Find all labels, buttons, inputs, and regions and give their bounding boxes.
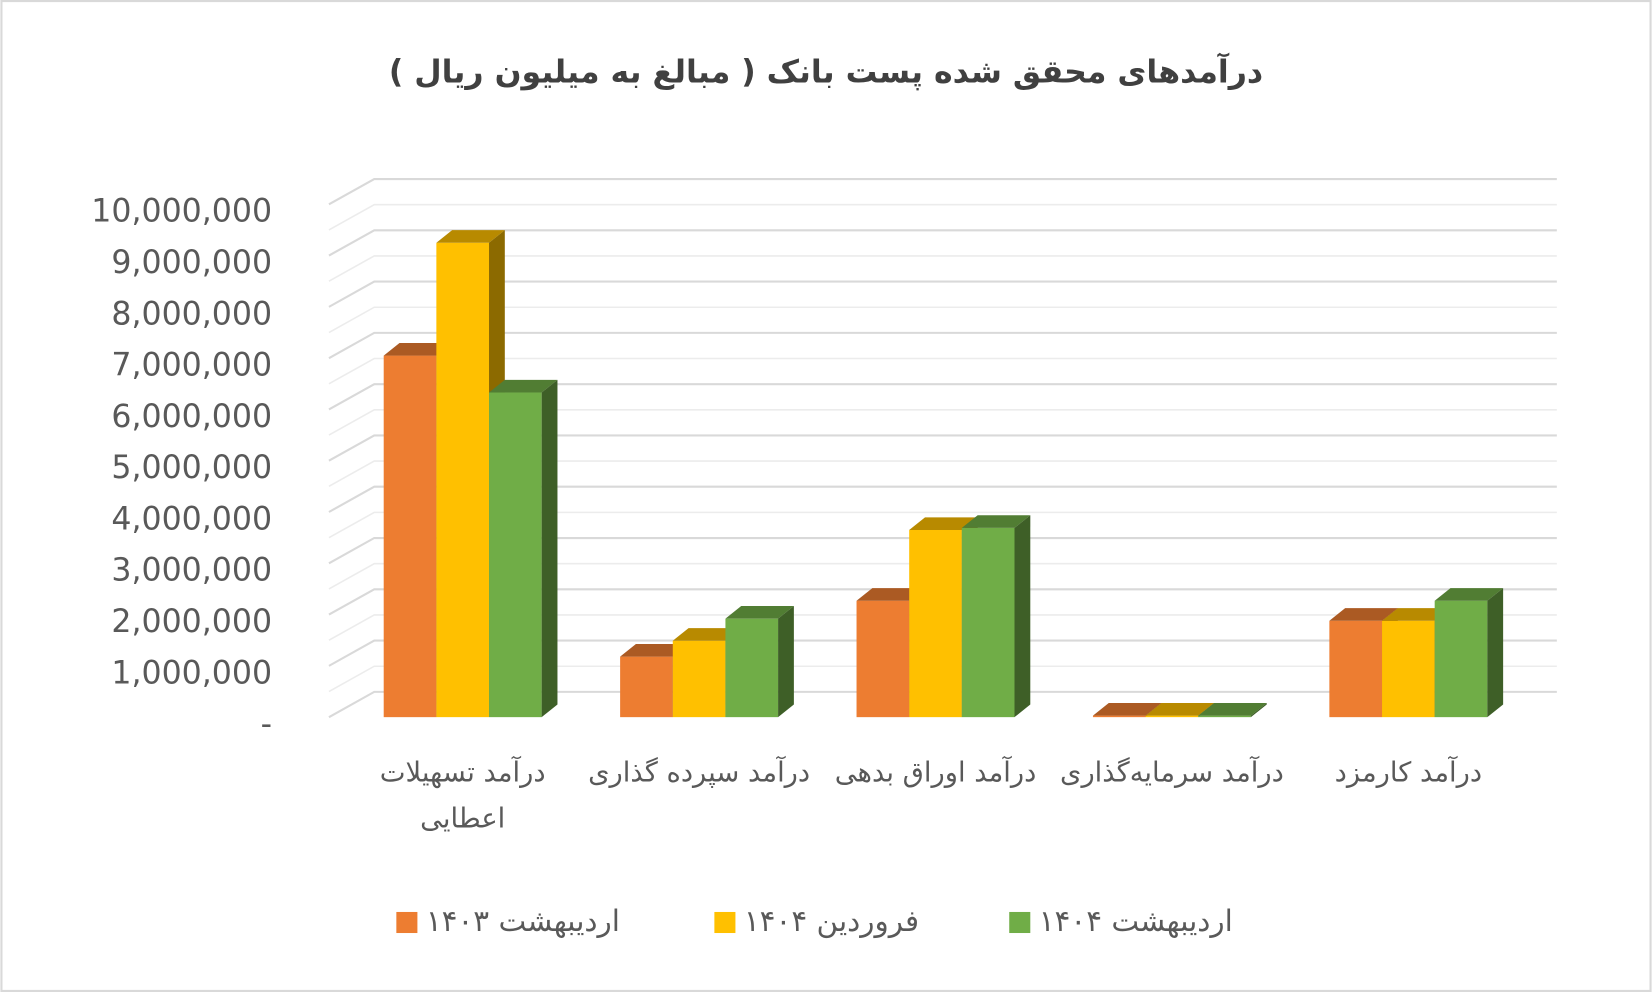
bar-front [436, 242, 490, 718]
grid-line [328, 639, 1557, 667]
bar-front [620, 656, 673, 718]
bar [1198, 702, 1267, 718]
legend-swatch [714, 911, 736, 934]
bar-front [1434, 600, 1488, 718]
grid-line [328, 331, 1557, 360]
y-tick-label: 8,000,000 [111, 296, 272, 332]
bar-top [856, 588, 925, 601]
y-tick-label: 7,000,000 [111, 348, 272, 384]
grid-line [328, 229, 1557, 257]
y-tick-label: 2,000,000 [111, 604, 272, 640]
bar [961, 515, 1031, 718]
bar-front [856, 600, 910, 718]
bar-front [1092, 715, 1146, 718]
grid-line [328, 177, 1557, 206]
bar-front [1145, 715, 1199, 718]
chart-title: درآمدهای محقق شده پست بانک ( مبالغ به می… [389, 52, 1263, 91]
bar-side [1250, 702, 1267, 718]
legend-swatch [396, 911, 418, 934]
grid-line [328, 383, 1557, 411]
bar-side [778, 606, 794, 718]
minor-grid-line [328, 562, 1557, 590]
bar-top [1382, 608, 1451, 621]
x-tick-label-box: درآمد اوراق بدهی [834, 757, 1037, 789]
bar-front [383, 355, 437, 718]
bar-top [1092, 702, 1162, 716]
x-tick-label: درآمد کارمزد [1334, 757, 1483, 789]
x-tick-label-box: درآمد کارمزد [1334, 757, 1483, 789]
minor-grid-line [328, 511, 1557, 539]
bar-side [1487, 588, 1504, 718]
legend-label: اردیبهشت ۱۴۰۴ [1039, 904, 1233, 938]
bar-top [1329, 608, 1398, 621]
bar-top [620, 643, 689, 657]
legend-label: فروردین ۱۴۰۴ [744, 904, 919, 938]
minor-grid-line [328, 357, 1557, 385]
bar-top [436, 230, 505, 243]
y-tick-label: 1,000,000 [111, 655, 272, 691]
y-tick-label: 10,000,000 [91, 194, 272, 230]
grid-line [328, 588, 1557, 616]
y-tick-label: 5,000,000 [111, 450, 272, 486]
bar-front [725, 618, 779, 718]
bar-side [541, 379, 558, 718]
grid-line [328, 690, 1557, 719]
bar-top [1145, 702, 1215, 716]
bar-top [489, 379, 558, 393]
bar-front [1198, 715, 1251, 718]
legend-label: اردیبهشت ۱۴۰۳ [426, 904, 620, 938]
bar-front [489, 392, 542, 718]
legend-swatch [1009, 911, 1031, 934]
bar-top [725, 606, 794, 619]
bar-front [961, 527, 1015, 718]
bar-front [672, 640, 726, 718]
bar-top [1434, 588, 1504, 601]
bar-side [1014, 515, 1031, 718]
minor-grid-line [328, 665, 1557, 693]
grid-line [328, 280, 1557, 308]
bar-top [383, 342, 453, 356]
x-tick-label-box: درآمد سپرده گذاری [588, 757, 811, 789]
bar-front [1329, 620, 1383, 718]
x-tick-label: درآمد اوراق بدهی [834, 757, 1037, 789]
x-tick-label: درآمد سرمایه‌گذاری [1060, 757, 1284, 789]
bar [725, 606, 794, 718]
bar [1434, 588, 1504, 718]
y-tick-label: 3,000,000 [111, 553, 272, 589]
bar-front [909, 529, 962, 718]
minor-grid-line [328, 409, 1557, 436]
x-tick-label: درآمد سپرده گذاری [588, 757, 811, 789]
bar [489, 379, 558, 718]
minor-grid-line [328, 255, 1557, 282]
grid-line [328, 434, 1557, 462]
minor-grid-line [328, 460, 1557, 488]
bar-top [672, 628, 742, 641]
grid-line [328, 536, 1557, 565]
minor-grid-line [328, 306, 1557, 334]
y-tick-label: 4,000,000 [111, 501, 272, 537]
y-tick-label: 6,000,000 [111, 399, 272, 435]
minor-grid-line [328, 614, 1557, 641]
bar-top [961, 515, 1031, 528]
grid-line [328, 485, 1557, 513]
y-tick-label: - [261, 707, 272, 743]
bar-front [1382, 620, 1435, 718]
bar-top [909, 517, 978, 530]
bar-top [1198, 702, 1267, 716]
x-tick-label: درآمد تسهیلات اعطایی [379, 757, 546, 836]
x-tick-label-box: درآمد تسهیلات اعطایی [379, 757, 546, 836]
y-tick-label: 9,000,000 [111, 245, 272, 281]
minor-grid-line [328, 203, 1557, 231]
x-tick-label-box: درآمد سرمایه‌گذاری [1060, 757, 1284, 789]
